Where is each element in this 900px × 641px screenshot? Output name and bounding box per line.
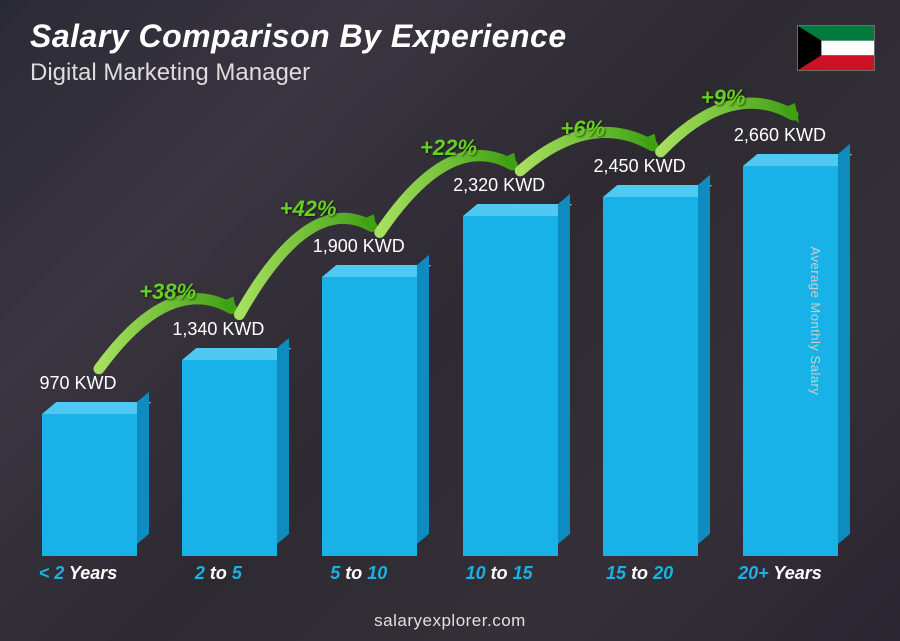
- header: Salary Comparison By Experience Digital …: [30, 18, 567, 87]
- y-axis-label: Average Monthly Salary: [808, 246, 823, 395]
- chart-title: Salary Comparison By Experience: [30, 18, 567, 55]
- chart-area: 970 KWD< 2 Years1,340 KWD2 to 51,900 KWD…: [30, 96, 850, 586]
- bar-x-label: < 2 Years: [8, 563, 148, 584]
- footer-credit: salaryexplorer.com: [0, 611, 900, 631]
- bar-x-label: 2 to 5: [148, 563, 288, 584]
- chart-subtitle: Digital Marketing Manager: [30, 59, 567, 87]
- bar-x-label: 5 to 10: [289, 563, 429, 584]
- bar-x-label: 10 to 15: [429, 563, 569, 584]
- bar-x-label: 20+ Years: [710, 563, 850, 584]
- flag-icon: [797, 25, 875, 71]
- increase-arrow: [30, 96, 850, 556]
- bar-x-label: 15 to 20: [570, 563, 710, 584]
- increase-pct-label: +9%: [701, 85, 746, 111]
